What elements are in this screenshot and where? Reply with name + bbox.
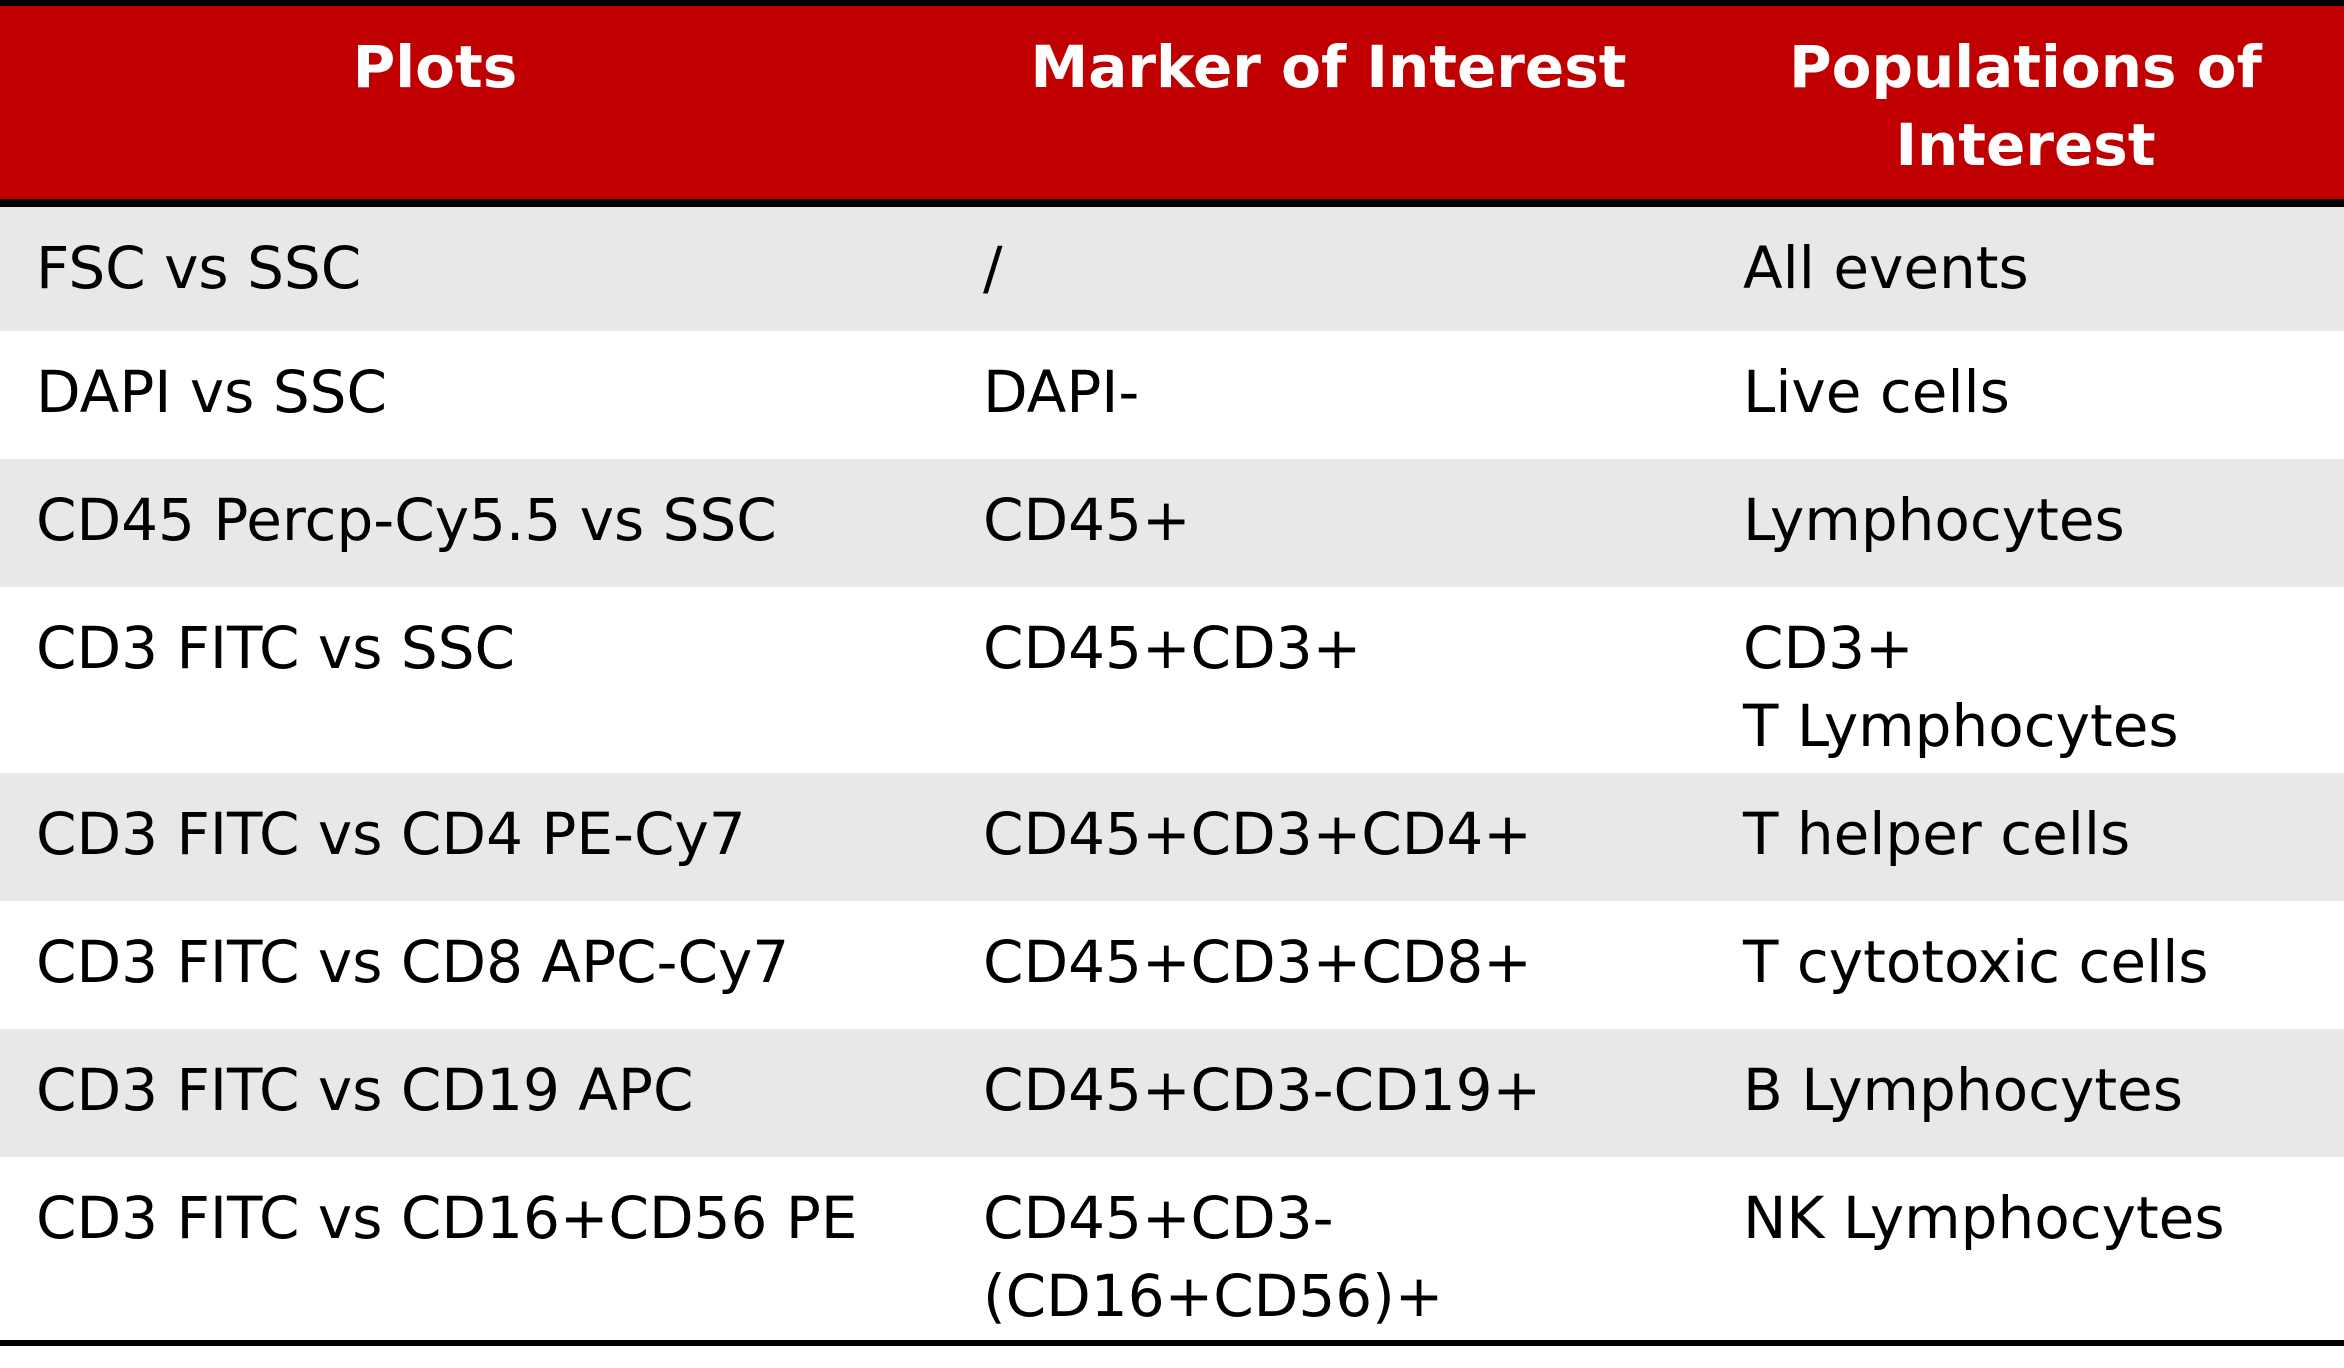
cell-population: T helper cells <box>1743 800 2131 868</box>
table-row: FSC vs SSC / All events <box>0 203 2344 331</box>
header-marker-of-interest: Marker of Interest <box>950 0 1707 207</box>
table-header: Plots Marker of Interest Populations of … <box>0 0 2344 207</box>
cell-marker: CD45+CD3+CD4+ <box>983 800 1532 868</box>
cell-plot: CD45 Percp-Cy5.5 vs SSC <box>36 486 777 554</box>
cell-marker: CD45+CD3- (CD16+CD56)+ <box>950 1157 1707 1346</box>
table-body: FSC vs SSC / All events DAPI vs SSC DAPI… <box>0 203 2344 1346</box>
cell-population: All events <box>1743 234 2029 302</box>
cell-population: B Lymphocytes <box>1743 1056 2183 1124</box>
cell-population: Lymphocytes <box>1743 486 2125 554</box>
cell-marker: CD45+CD3+CD8+ <box>983 928 1532 996</box>
cell-plot: CD3 FITC vs CD16+CD56 PE <box>0 1157 950 1346</box>
cell-marker: CD45+CD3-CD19+ <box>983 1056 1542 1124</box>
table-row: DAPI vs SSC DAPI- Live cells <box>0 331 2344 459</box>
cell-plot: CD3 FITC vs CD4 PE-Cy7 <box>36 800 746 868</box>
cell-population: T cytotoxic cells <box>1743 928 2209 996</box>
cell-plot: FSC vs SSC <box>36 234 362 302</box>
cell-plot: DAPI vs SSC <box>36 358 387 426</box>
cell-plot: CD3 FITC vs SSC <box>36 614 516 682</box>
header-row: Plots Marker of Interest Populations of … <box>0 0 2344 207</box>
cell-marker: CD45+ <box>983 486 1191 554</box>
cell-marker: DAPI- <box>983 358 1140 426</box>
table-row: CD45 Percp-Cy5.5 vs SSC CD45+ Lymphocyte… <box>0 459 2344 587</box>
cell-marker: CD45+CD3+ <box>983 614 1362 682</box>
table-row: CD3 FITC vs CD8 APC-Cy7 CD45+CD3+CD8+ T … <box>0 901 2344 1029</box>
cell-population: NK Lymphocytes <box>1707 1157 2344 1346</box>
cell-marker: / <box>983 234 1003 302</box>
cell-plot: CD3 FITC vs CD19 APC <box>36 1056 694 1124</box>
table-row: CD3 FITC vs CD19 APC CD45+CD3-CD19+ B Ly… <box>0 1029 2344 1157</box>
table-row: CD3 FITC vs SSC CD45+CD3+ CD3+ T Lymphoc… <box>0 587 2344 773</box>
table-row: CD3 FITC vs CD4 PE-Cy7 CD45+CD3+CD4+ T h… <box>0 773 2344 901</box>
header-plots: Plots <box>0 0 950 207</box>
cell-population: CD3+ T Lymphocytes <box>1743 614 2179 760</box>
cell-population: Live cells <box>1743 358 2010 426</box>
table-row: CD3 FITC vs CD16+CD56 PE CD45+CD3- (CD16… <box>0 1157 2344 1346</box>
header-populations-of-interest: Populations of Interest <box>1707 0 2344 207</box>
cell-plot: CD3 FITC vs CD8 APC-Cy7 <box>36 928 790 996</box>
